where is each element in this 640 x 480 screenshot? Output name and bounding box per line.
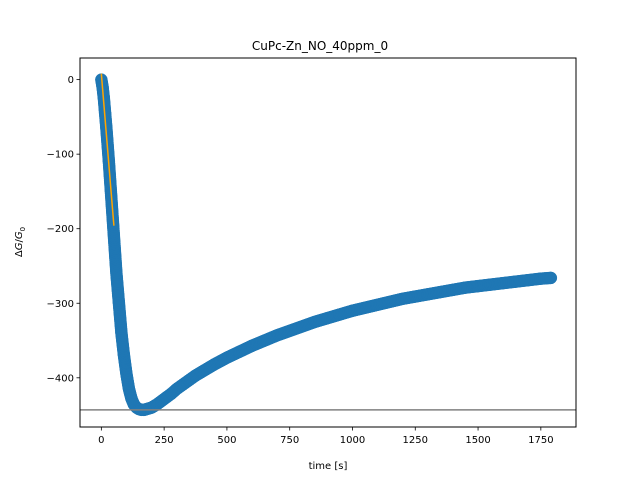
y-label-delta: Δ	[14, 250, 25, 257]
x-axis-label: time [s]	[309, 461, 348, 472]
y-axis-label: ΔG/G0	[14, 227, 27, 257]
chart-title: CuPc-Zn_NO_40ppm_0	[252, 39, 388, 53]
y-tick-label: 0	[68, 75, 74, 86]
y-label-g: G	[14, 242, 25, 250]
x-tick-label: 500	[217, 435, 236, 446]
x-tick-label: 1250	[403, 435, 428, 446]
y-tick-label: −100	[47, 150, 74, 161]
plot-frame	[79, 57, 577, 428]
x-tick-label: 750	[280, 435, 299, 446]
y-label-slash: /	[14, 239, 25, 243]
x-axis: 0 250 500 750 1000 1250 1500 1750	[98, 427, 554, 446]
x-tick-label: 1500	[465, 435, 490, 446]
y-tick-label: −300	[47, 299, 74, 310]
y-label-g0: G	[14, 231, 25, 239]
fit-line-layer	[100, 73, 115, 226]
x-tick-label: 1750	[528, 435, 553, 446]
y-tick-label: −200	[47, 224, 74, 235]
x-tick-label: 250	[155, 435, 174, 446]
scatter-points	[95, 73, 558, 417]
fit-line	[100, 73, 115, 226]
y-axis: 0 −100 −200 −300 −400	[47, 75, 80, 384]
data-point	[544, 271, 558, 285]
y-tick-label: −400	[47, 373, 74, 384]
plot-area	[80, 58, 576, 427]
y-label-subscript: 0	[19, 227, 27, 231]
x-tick-label: 0	[98, 435, 104, 446]
x-tick-label: 1000	[340, 435, 365, 446]
